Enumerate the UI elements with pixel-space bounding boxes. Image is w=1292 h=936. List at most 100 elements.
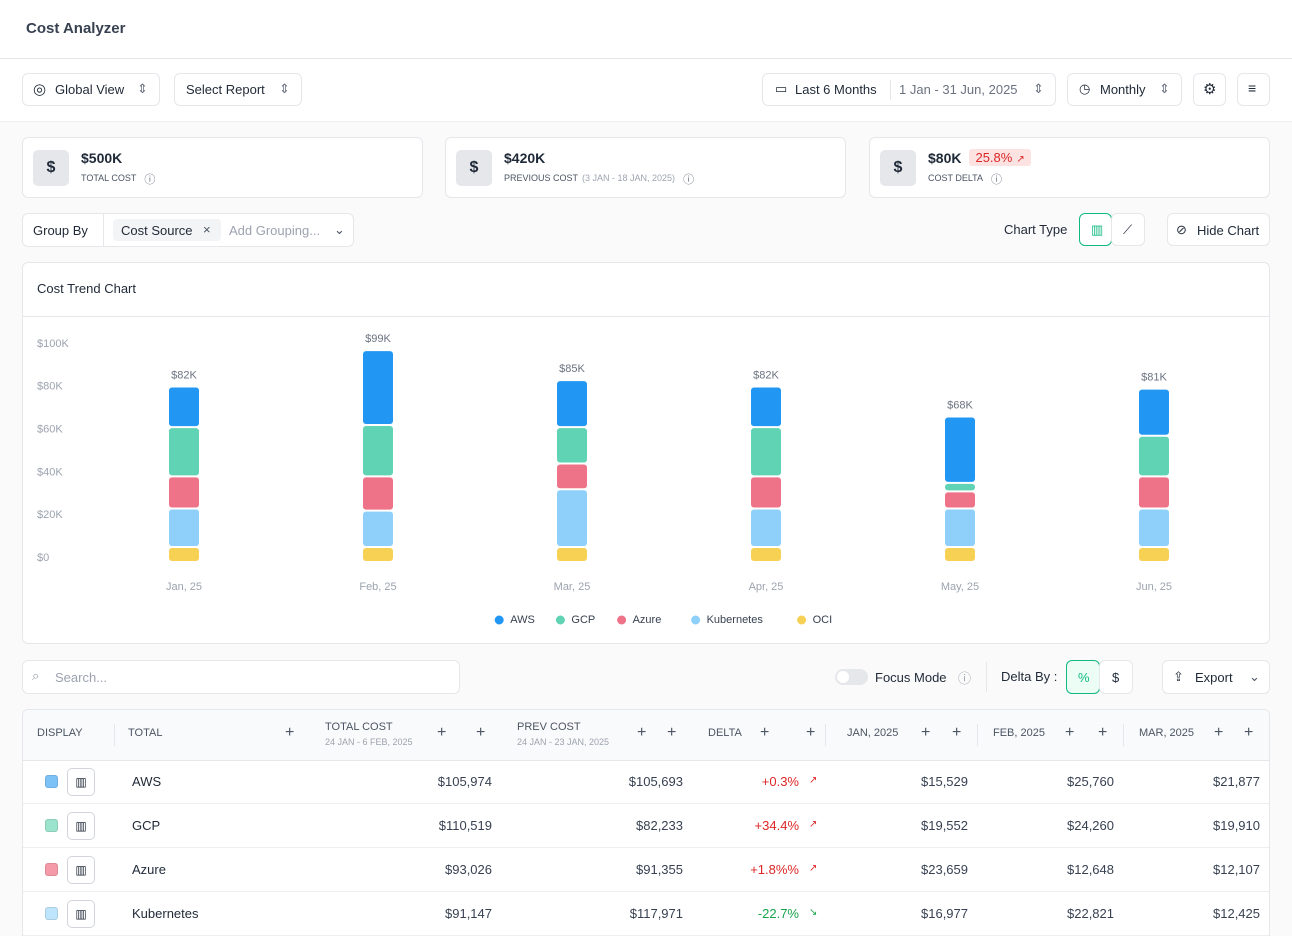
card-label: TOTAL COST bbox=[81, 173, 137, 183]
add-column: + bbox=[1244, 724, 1254, 741]
legend-label: Azure bbox=[633, 614, 662, 626]
total-label: $82K bbox=[171, 369, 197, 381]
line-chart-toggle[interactable]: ⟋ bbox=[1111, 213, 1145, 246]
cost-cell: $25,760 bbox=[1067, 774, 1114, 789]
report-label: Select Report bbox=[186, 82, 265, 97]
row-color bbox=[45, 775, 58, 788]
legend-label: AWS bbox=[510, 614, 535, 626]
y-tick-label: $100K bbox=[37, 338, 69, 350]
card-note: (3 JAN - 18 JAN, 2025) bbox=[582, 173, 676, 183]
y-tick-label: $60K bbox=[37, 424, 63, 436]
focus-toggle[interactable] bbox=[835, 669, 868, 685]
row-divider bbox=[23, 803, 1269, 804]
row-name: GCP bbox=[132, 818, 161, 833]
row-chart-toggle[interactable]: ▥ bbox=[67, 768, 95, 796]
cost-cell: $19,910 bbox=[1213, 818, 1260, 833]
legend-label: OCI bbox=[813, 614, 833, 626]
bar-segment bbox=[169, 428, 199, 476]
column-separator bbox=[1123, 724, 1124, 746]
cost-cell: $91,355 bbox=[636, 862, 683, 877]
grouping-placeholder: Add Grouping... bbox=[229, 223, 321, 238]
row-chart-toggle[interactable]: ▥ bbox=[67, 812, 95, 840]
y-tick-label: $80K bbox=[37, 381, 63, 393]
delta-cell: -22.7% bbox=[757, 906, 799, 921]
y-tick-label: $20K bbox=[37, 509, 63, 521]
add-column: + bbox=[476, 724, 486, 741]
cost-cell: $23,659 bbox=[921, 862, 968, 877]
bar-segment bbox=[557, 464, 587, 489]
bar-segment bbox=[1139, 389, 1169, 435]
row-name: Kubernetes bbox=[132, 906, 199, 921]
summary-card: $ $420K PREVIOUS COST (3 JAN - 18 JAN, 2025… bbox=[445, 137, 846, 198]
bar-segment bbox=[363, 426, 393, 476]
bar-segment bbox=[169, 509, 199, 547]
column-separator bbox=[114, 724, 115, 746]
card-icon: $ bbox=[456, 150, 492, 186]
cost-cell: $24,260 bbox=[1067, 818, 1114, 833]
report-select[interactable]: Select Report ⇕ bbox=[174, 73, 302, 106]
bar-chart-toggle[interactable]: ▥ bbox=[1079, 213, 1112, 246]
column-subheader: 24 JAN - 6 FEB, 2025 bbox=[325, 737, 413, 747]
info-icon: ⓘ bbox=[683, 174, 695, 186]
export-label: Export bbox=[1195, 670, 1233, 685]
legend-swatch bbox=[554, 614, 566, 626]
x-tick-label: Jan, 25 bbox=[166, 581, 202, 593]
cost-cell: $105,693 bbox=[628, 774, 683, 789]
bar-segment bbox=[363, 477, 393, 510]
bar-segment bbox=[557, 428, 587, 463]
legend-swatch bbox=[616, 614, 628, 626]
cost-cell: $12,648 bbox=[1067, 862, 1114, 877]
settings-button[interactable]: ⚙ bbox=[1193, 73, 1226, 106]
search-box[interactable]: ⌕ Search... bbox=[22, 660, 460, 694]
card-icon: $ bbox=[880, 150, 916, 186]
delta-cell: +34.4% bbox=[754, 818, 799, 833]
x-tick-label: Feb, 25 bbox=[359, 581, 396, 593]
summary-card: $ $500K TOTAL COST ⓘ bbox=[22, 137, 423, 198]
row-color bbox=[45, 907, 58, 920]
legend-label: GCP bbox=[571, 614, 595, 626]
export-button[interactable]: ⇪ Export ⌄ bbox=[1162, 660, 1270, 694]
add-column: + bbox=[437, 724, 447, 741]
trend-icon: ↗ bbox=[809, 775, 818, 786]
delta-percent[interactable]: % bbox=[1066, 660, 1100, 694]
card-value: $420K bbox=[504, 150, 546, 166]
date-range: 1 Jan - 31 Jun, 2025 bbox=[899, 82, 1018, 97]
interval-select[interactable]: ◷ Monthly ⇕ bbox=[1067, 73, 1182, 106]
y-tick-label: $40K bbox=[37, 466, 63, 478]
row-chart-toggle[interactable]: ▥ bbox=[67, 856, 95, 884]
cost-cell: $16,977 bbox=[921, 906, 968, 921]
bar-segment bbox=[363, 548, 393, 561]
x-tick-label: Mar, 25 bbox=[554, 581, 591, 593]
add-column: + bbox=[285, 724, 295, 741]
delta-by-label: Delta By : bbox=[1001, 669, 1058, 684]
table-header-bg bbox=[23, 710, 1269, 761]
column-header: MAR, 2025 bbox=[1139, 727, 1195, 739]
row-color bbox=[45, 819, 58, 832]
range-select[interactable]: ▭ Last 6 Months 1 Jan - 31 Jun, 2025 ⇕ bbox=[762, 73, 1056, 106]
bar-segment bbox=[557, 490, 587, 547]
filter-button[interactable]: ≡ bbox=[1237, 73, 1270, 106]
add-column: + bbox=[1065, 724, 1075, 741]
total-label: $81K bbox=[1141, 372, 1167, 384]
trend-icon: ↗ bbox=[809, 819, 818, 830]
bar-segment bbox=[945, 548, 975, 561]
add-column: + bbox=[1214, 724, 1224, 741]
view-select[interactable]: Global View ◎ ⇕ bbox=[22, 73, 160, 106]
total-label: $99K bbox=[365, 333, 391, 345]
group-chip[interactable]: Cost Source × bbox=[113, 219, 221, 241]
add-column: + bbox=[806, 724, 816, 741]
delta-dollar[interactable]: $ bbox=[1099, 660, 1133, 694]
add-column: + bbox=[637, 724, 647, 741]
bar-segment bbox=[1139, 436, 1169, 476]
hide-chart-button[interactable]: ⊘ Hide Chart bbox=[1167, 213, 1270, 246]
column-header: JAN, 2025 bbox=[847, 727, 899, 739]
bar-segment bbox=[1139, 548, 1169, 561]
row-color bbox=[45, 863, 58, 876]
trend-icon: ↗ bbox=[809, 863, 818, 874]
card-value: $80K bbox=[928, 150, 962, 166]
column-header: DISPLAY bbox=[37, 727, 83, 739]
row-chart-toggle[interactable]: ▥ bbox=[67, 900, 95, 928]
add-column: + bbox=[1098, 724, 1108, 741]
summary-card: $ $80K COST DELTA ⓘ 25.8% ↗ bbox=[869, 137, 1270, 198]
bar-segment bbox=[751, 387, 781, 427]
